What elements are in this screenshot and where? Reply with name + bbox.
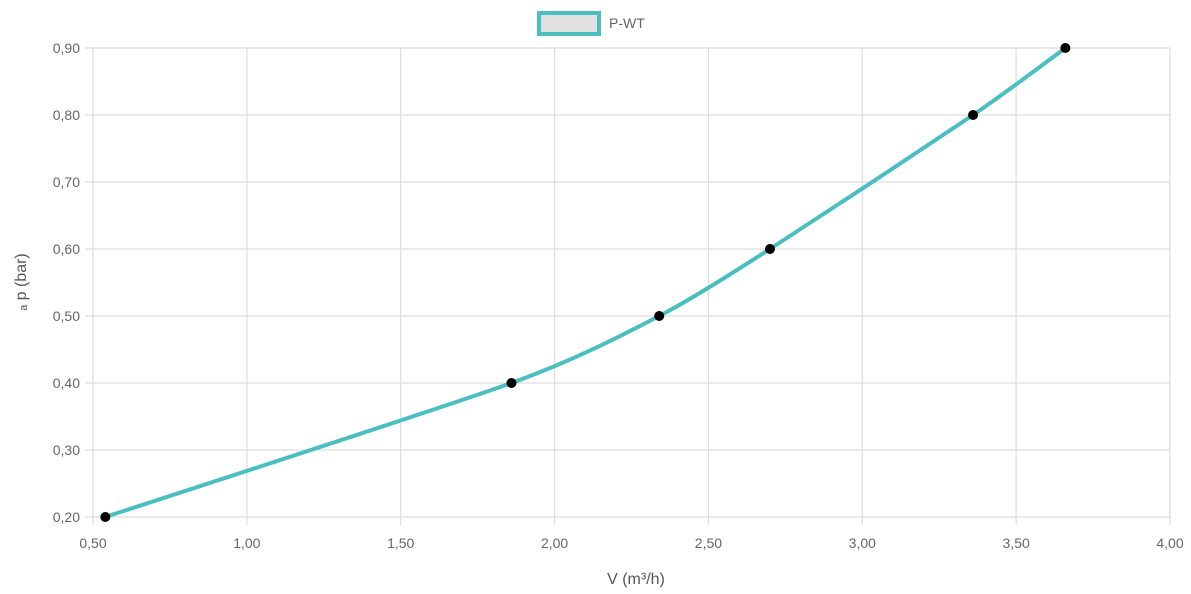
legend[interactable]: P-WT bbox=[537, 11, 645, 36]
x-tick-label: 0,50 bbox=[79, 535, 106, 551]
y-tick-label: 0,70 bbox=[53, 174, 80, 190]
x-tick-label: 1,50 bbox=[387, 535, 414, 551]
data-point bbox=[764, 244, 775, 254]
data-point bbox=[1060, 43, 1071, 53]
x-axis-title: V (m³/h) bbox=[607, 571, 665, 588]
series-line bbox=[103, 46, 1068, 519]
y-tick-label: 0,90 bbox=[53, 40, 80, 56]
x-tick-label: 2,50 bbox=[695, 535, 722, 551]
tick-labels: 0,50 1,00 1,50 2,00 2,50 3,00 3,50 4,00 0,20 0,30… bbox=[53, 40, 1184, 551]
grid-layer bbox=[85, 47, 1171, 525]
y-tick-label: 0,20 bbox=[53, 509, 80, 525]
x-tick-label: 3,00 bbox=[849, 535, 876, 551]
x-tick-label: 2,00 bbox=[541, 535, 568, 551]
y-tick-label: 0,50 bbox=[53, 308, 80, 324]
legend-swatch[interactable] bbox=[537, 11, 601, 36]
data-point bbox=[506, 378, 517, 388]
y-tick-label: 0,60 bbox=[53, 241, 80, 257]
y-axis-title: ₐ p (bar) bbox=[13, 253, 30, 311]
data-point bbox=[968, 110, 979, 120]
y-tick-label: 0,40 bbox=[53, 375, 80, 391]
x-tick-label: 4,00 bbox=[1156, 535, 1183, 551]
y-tick-label: 0,30 bbox=[53, 442, 80, 458]
x-tick-label: 3,50 bbox=[1003, 535, 1030, 551]
series-layer bbox=[100, 43, 1071, 522]
y-tick-label: 0,80 bbox=[53, 107, 80, 123]
x-tick-label: 1,00 bbox=[233, 535, 260, 551]
data-point bbox=[654, 311, 665, 321]
legend-label[interactable]: P-WT bbox=[609, 15, 645, 31]
data-point bbox=[100, 512, 111, 522]
